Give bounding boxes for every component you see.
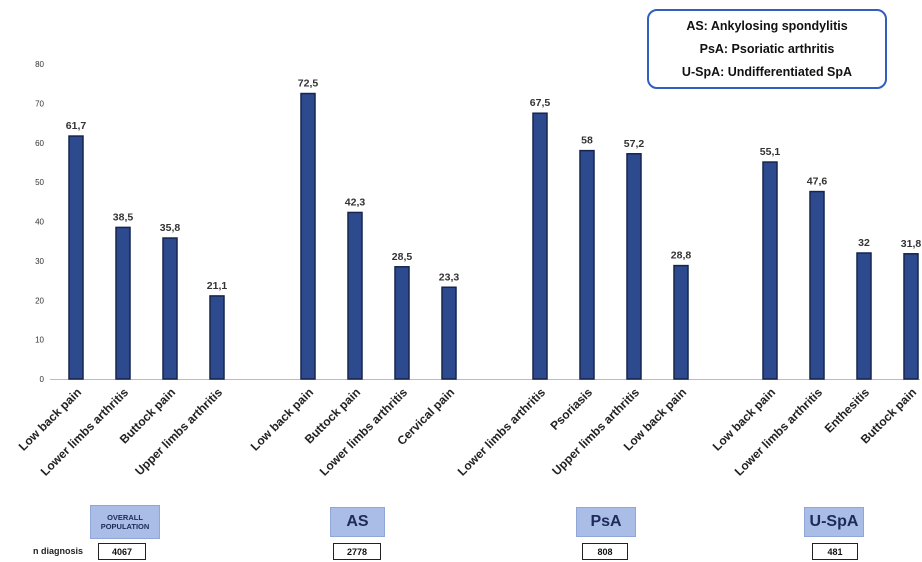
- legend-entry-uspa: U-SpA: Undifferentiated SpA: [681, 64, 853, 79]
- data-label: 72,5: [298, 78, 319, 90]
- category-label: Upper limbs arthritis: [132, 385, 225, 478]
- y-tick-label: 80: [35, 60, 44, 69]
- data-label: 23,3: [439, 271, 460, 283]
- category-label: Lower limbs arthritis: [317, 385, 411, 479]
- y-tick-label: 40: [35, 218, 44, 227]
- group-badge-as: AS: [330, 507, 385, 537]
- data-label: 38,5: [113, 211, 134, 223]
- legend-box: AS: Ankylosing spondylitis PsA: Psoriati…: [647, 9, 887, 89]
- y-tick-label: 30: [35, 257, 44, 266]
- bar: [441, 286, 457, 380]
- y-tick-label: 0: [40, 375, 45, 384]
- bar: [115, 226, 131, 380]
- bar-chart: 0 10 20 30 40 50 60 70 80 61,7 Low back pain 38,5 Lo…: [16, 60, 922, 479]
- category-label: Low back pain: [248, 385, 316, 453]
- bar: [394, 266, 410, 380]
- category-label: Enthesitis: [822, 385, 873, 436]
- count-box-uspa: 481: [812, 543, 858, 560]
- bar: [903, 253, 919, 380]
- data-label: 47,6: [807, 176, 828, 188]
- bar: [626, 153, 642, 380]
- count-box-psa: 808: [582, 543, 628, 560]
- data-label: 58: [581, 135, 593, 147]
- category-label: Lower limbs arthritis: [455, 385, 549, 479]
- data-label: 61,7: [66, 120, 87, 132]
- category-label: Psoriasis: [547, 385, 595, 433]
- y-tick-label: 10: [35, 336, 44, 345]
- group-badge-overall: OVERALL POPULATION: [90, 505, 160, 539]
- bar: [162, 237, 178, 380]
- data-label: 35,8: [160, 222, 181, 234]
- category-label: Lower limbs arthritis: [38, 385, 132, 479]
- data-label: 31,8: [901, 238, 922, 250]
- data-label: 28,5: [392, 251, 413, 263]
- data-label: 32: [858, 237, 870, 249]
- bar: [68, 135, 84, 380]
- data-label: 28,8: [671, 250, 692, 262]
- category-label: Lower limbs arthritis: [732, 385, 826, 479]
- legend-entry-psa: PsA: Psoriatic arthritis: [699, 41, 835, 56]
- y-tick-label: 50: [35, 178, 44, 187]
- bar: [856, 252, 872, 380]
- y-tick-label: 20: [35, 296, 44, 305]
- count-box-as: 2778: [333, 543, 381, 560]
- data-label: 21,1: [207, 280, 228, 292]
- bar: [209, 295, 225, 380]
- data-label: 55,1: [760, 146, 781, 158]
- category-label: Upper limbs arthritis: [549, 385, 642, 478]
- group-badge-uspa: U-SpA: [804, 507, 864, 537]
- count-box-overall: 4067: [98, 543, 146, 560]
- data-label: 67,5: [530, 97, 551, 109]
- legend-entry-as: AS: Ankylosing spondylitis: [686, 19, 848, 34]
- y-tick-label: 60: [35, 139, 44, 148]
- bar: [347, 211, 363, 380]
- bar: [809, 190, 825, 380]
- bar: [300, 92, 316, 380]
- data-label: 57,2: [624, 138, 645, 150]
- bar: [579, 149, 595, 380]
- n-diagnosis-label: n diagnosis: [33, 546, 84, 556]
- group-badge-psa: PsA: [576, 507, 636, 537]
- bar: [673, 264, 689, 380]
- data-label: 42,3: [345, 196, 366, 208]
- bar: [762, 161, 778, 380]
- y-tick-label: 70: [35, 99, 44, 108]
- bar: [532, 112, 548, 380]
